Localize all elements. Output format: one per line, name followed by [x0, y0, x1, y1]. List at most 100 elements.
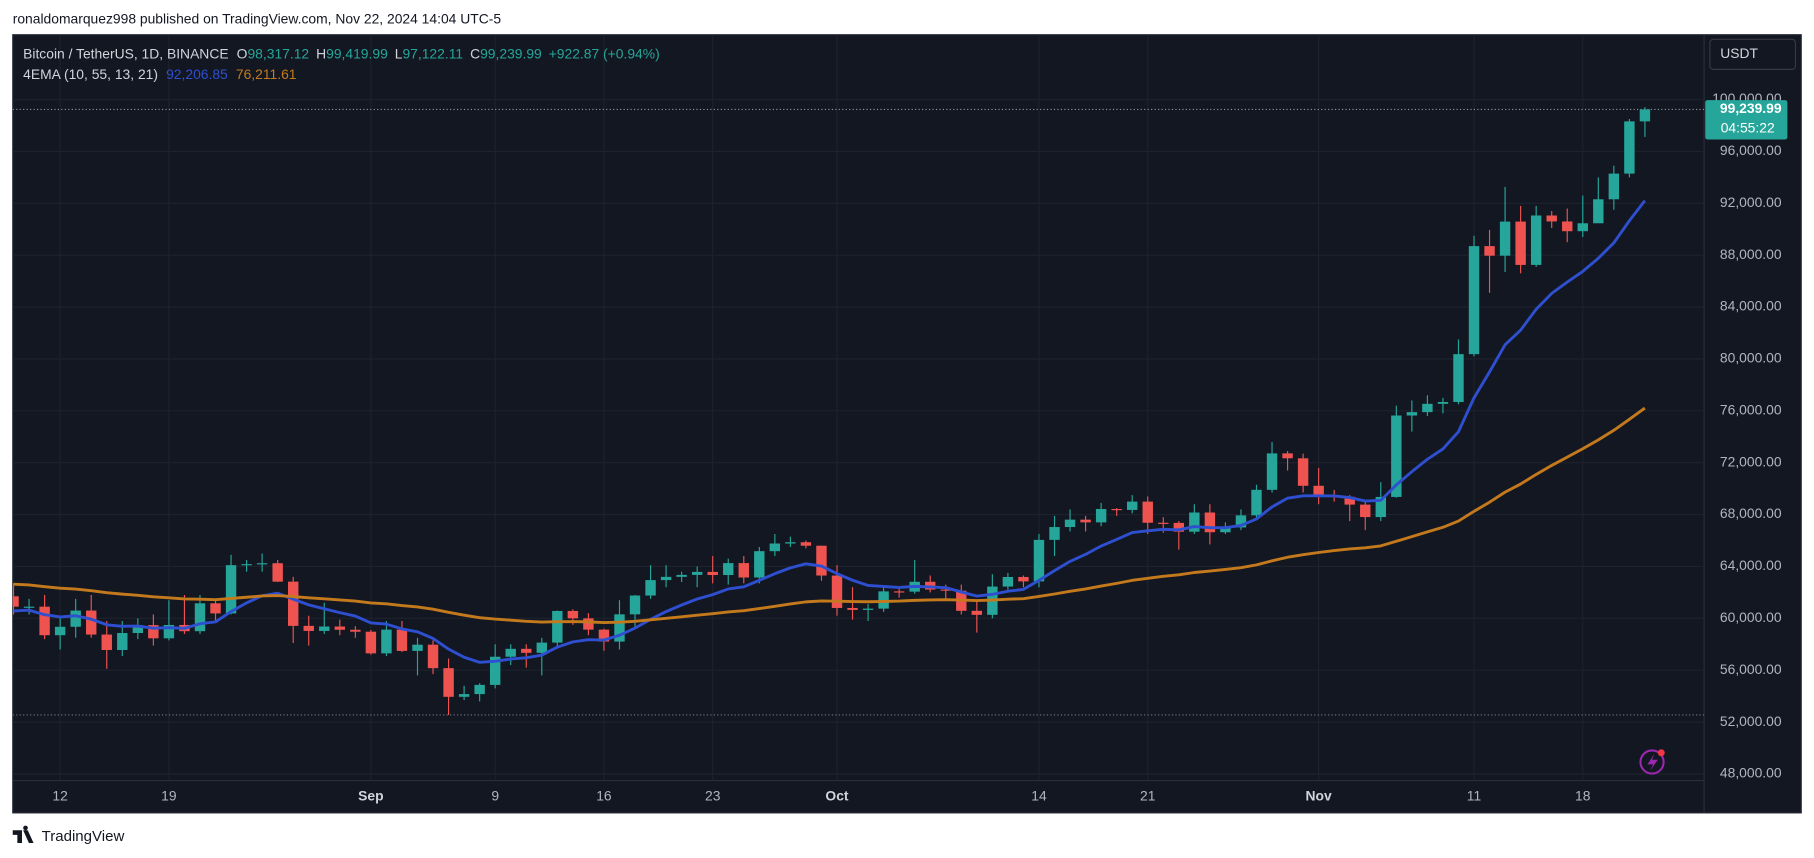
y-tick-label: 52,000.00 [1720, 713, 1782, 729]
candle-body [1530, 215, 1542, 265]
candle-body [194, 603, 206, 632]
alert-icon[interactable] [1639, 749, 1665, 775]
footer-logo[interactable]: TradingView [12, 825, 125, 846]
candle-body [707, 571, 718, 576]
change-value: +922.87 (+0.94%) [549, 45, 660, 61]
high-key: H [316, 45, 326, 61]
x-tick-label: 18 [1575, 787, 1591, 803]
candle-body [1189, 512, 1200, 532]
y-tick-label: 84,000.00 [1720, 298, 1782, 314]
candle-body [1002, 576, 1014, 587]
indicator-name: 4EMA (10, 55, 13, 21) [23, 66, 158, 82]
y-tick-label: 56,000.00 [1720, 661, 1782, 677]
candle-body [769, 543, 781, 552]
candle-body [893, 591, 905, 593]
candle-body [319, 626, 330, 631]
candle-body [754, 551, 765, 578]
candle-body [303, 625, 314, 631]
legend-main: Bitcoin / TetherUS, 1D, BINANCE O98,317.1… [23, 45, 660, 61]
candle-body [1562, 221, 1573, 232]
open-key: O [237, 45, 248, 61]
candle-body [629, 595, 641, 615]
candle-body [1468, 246, 1480, 355]
x-tick-label: 21 [1140, 787, 1156, 803]
candle-body [458, 694, 470, 697]
y-tick-label: 88,000.00 [1720, 246, 1782, 262]
candle-body [1375, 496, 1386, 518]
candle-body [1391, 415, 1402, 497]
candle-body [567, 610, 579, 619]
candle-body [1453, 354, 1464, 403]
close-value: 99,239.99 [480, 45, 542, 61]
y-tick-label: 68,000.00 [1720, 505, 1782, 521]
candle-body [971, 610, 983, 615]
candle-body [1422, 403, 1433, 413]
y-tick-label: 80,000.00 [1720, 350, 1782, 366]
candle-body [940, 589, 951, 591]
candle-body [163, 624, 175, 639]
candle-body [1095, 509, 1107, 523]
candle-body [583, 618, 594, 630]
candle-body [334, 626, 346, 630]
candle-body [148, 625, 159, 639]
candle-body [505, 648, 516, 657]
candle-body [1282, 453, 1293, 459]
currency[interactable]: USDT [1720, 45, 1758, 61]
last-price-label: 99,239.99 [1720, 100, 1782, 116]
candle-body [256, 563, 268, 565]
countdown: 04:55:22 [1721, 120, 1775, 136]
candle-body [1266, 453, 1278, 490]
open-value: 98,317.12 [247, 45, 309, 61]
x-tick-label: 16 [596, 787, 612, 803]
candle-body [1624, 121, 1635, 174]
x-tick-label: 23 [705, 787, 721, 803]
y-tick-label: 92,000.00 [1720, 194, 1782, 210]
legend-indicator: 4EMA (10, 55, 13, 21) 92,206.85 76,211.61 [23, 66, 297, 82]
candle-body [1437, 402, 1449, 404]
candle-body [381, 629, 392, 654]
candle-body [1235, 515, 1247, 528]
candle-body [12, 596, 19, 607]
y-tick-label: 72,000.00 [1720, 453, 1782, 469]
x-tick-label: 11 [1467, 787, 1482, 803]
candle-body [86, 610, 97, 635]
footer-brand: TradingView [42, 828, 125, 845]
candle-body [241, 564, 252, 566]
candle-body [1173, 522, 1185, 532]
candle-body [1499, 221, 1511, 256]
candle-body [132, 625, 144, 634]
candle-body [1313, 485, 1324, 496]
candle-body [1608, 173, 1620, 200]
candle-body [54, 626, 66, 636]
high-value: 99,419.99 [326, 45, 388, 61]
candle-body [443, 668, 454, 697]
ema-fast-value: 92,206.85 [166, 66, 228, 82]
candle-body [800, 542, 812, 546]
candle-body [862, 608, 874, 610]
candle-body [225, 565, 237, 614]
currency-button[interactable] [1709, 38, 1797, 70]
candle-body [489, 656, 501, 685]
candle-body [785, 542, 796, 544]
candle-body [1064, 519, 1076, 528]
x-tick-label: 14 [1031, 787, 1047, 803]
publish-info: ronaldomarquez998 published on TradingVi… [13, 10, 502, 26]
candle-body [396, 629, 408, 651]
close-key: C [470, 45, 480, 61]
ema-line [13, 406, 1646, 625]
candle-body [365, 631, 377, 654]
candle-body [272, 563, 283, 582]
candle-body [1158, 522, 1169, 524]
ema-slow-value: 76,211.61 [236, 66, 297, 82]
candle-body [1220, 527, 1231, 533]
y-tick-label: 48,000.00 [1720, 765, 1782, 781]
last-price-box [1705, 100, 1788, 140]
candle-body [1251, 489, 1262, 516]
low-value: 97,122.11 [402, 45, 463, 61]
candle-body [552, 610, 563, 643]
candle-body [1049, 527, 1060, 540]
candle-body [738, 563, 749, 578]
candle-body [101, 634, 112, 650]
candle-body [1018, 576, 1029, 582]
